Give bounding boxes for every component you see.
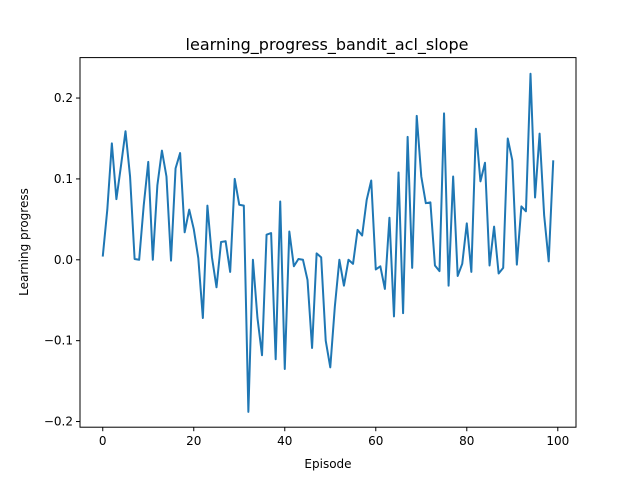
x-tick-label: 60 (368, 434, 383, 448)
x-tick-label: 20 (186, 434, 201, 448)
x-tick-label: 100 (546, 434, 569, 448)
plot-area (101, 72, 555, 413)
x-tick-label: 0 (99, 434, 107, 448)
y-axis-label: Learning progress (17, 188, 31, 296)
series-line (101, 72, 555, 413)
y-tick-label: −0.2 (44, 415, 73, 429)
y-tick-label: −0.1 (44, 334, 73, 348)
x-axis-label: Episode (304, 457, 351, 471)
chart-title: learning_progress_bandit_acl_slope (186, 35, 469, 55)
x-tick-label: 80 (459, 434, 474, 448)
y-tick-label: 0.1 (54, 172, 73, 186)
axes-frame (79, 57, 577, 428)
axis-ticks: 0 20 40 60 80 100 −0.2 −0.1 0.0 0.1 0.2 (44, 91, 569, 448)
y-tick-label: 0.0 (54, 253, 73, 267)
y-tick-label: 0.2 (54, 91, 73, 105)
x-tick-label: 40 (277, 434, 292, 448)
